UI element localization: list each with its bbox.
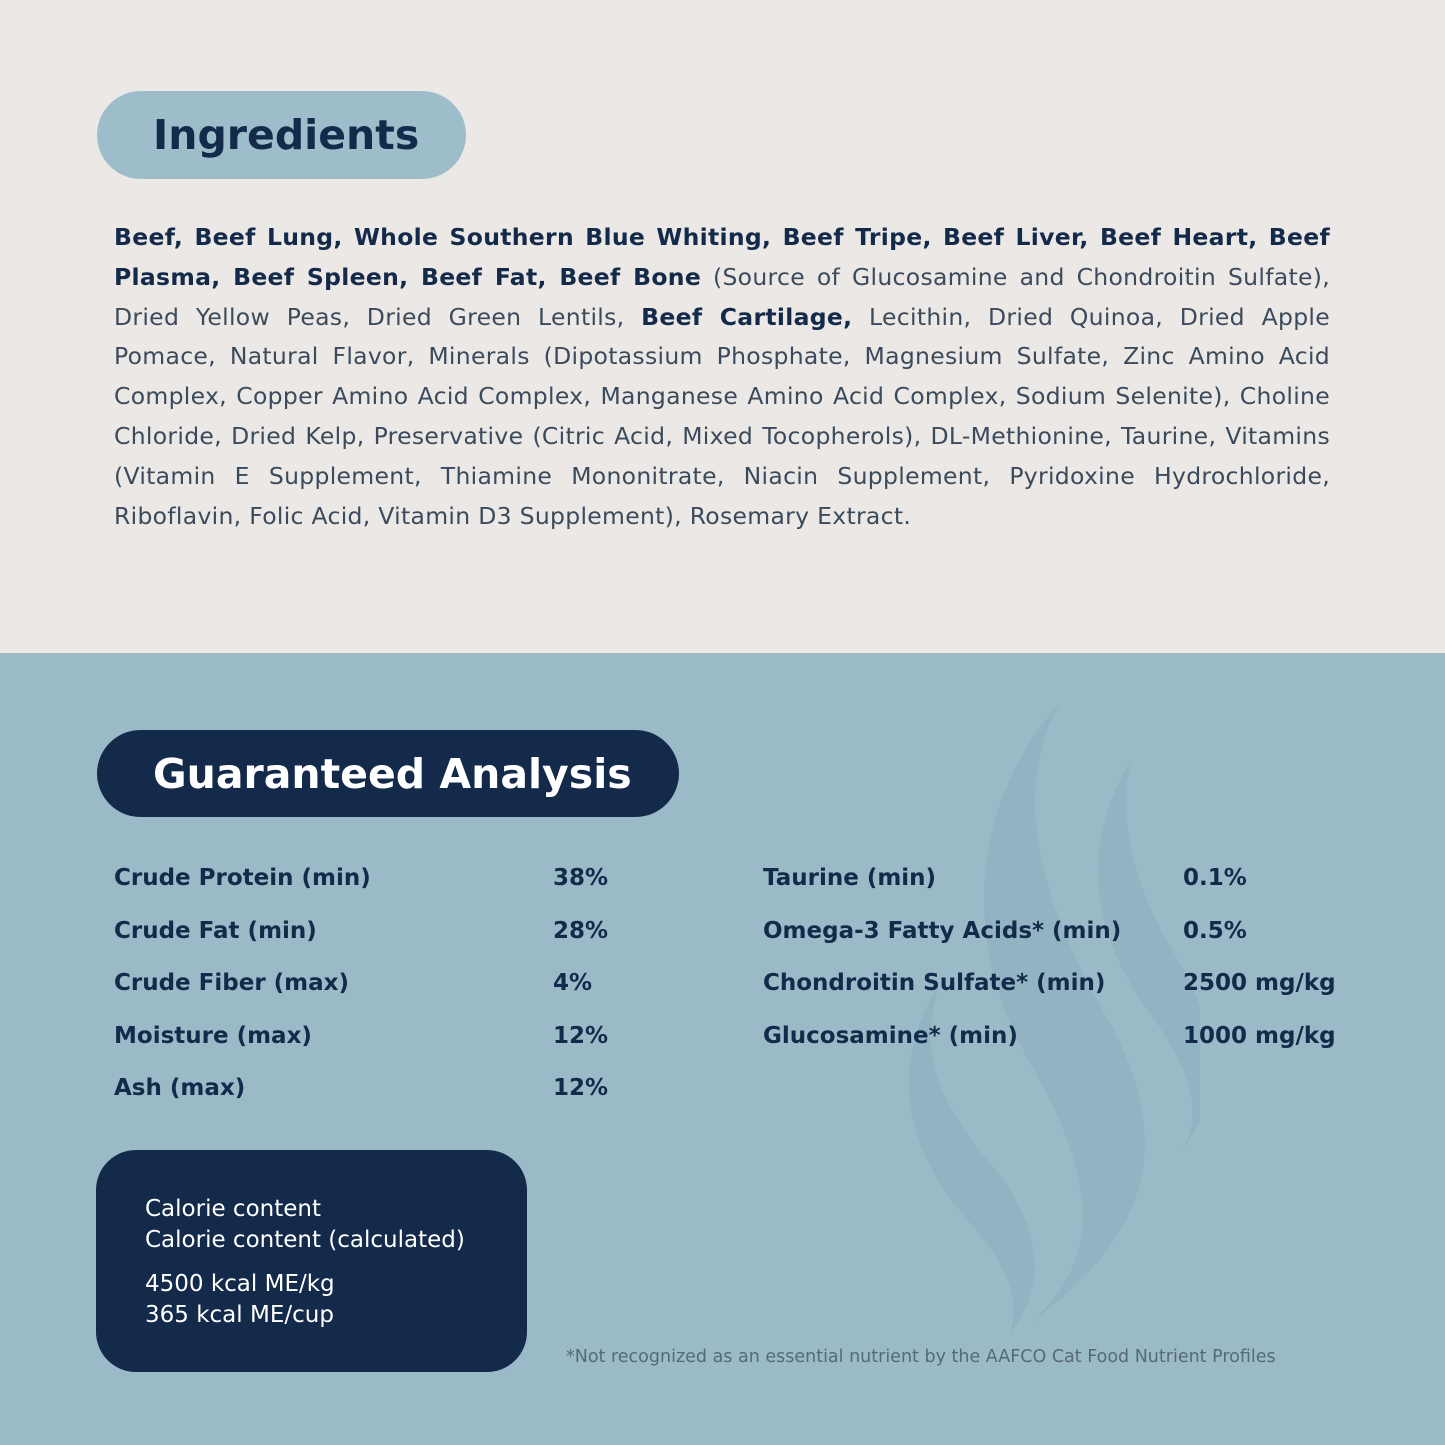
analysis-label: Crude Protein (min) bbox=[114, 865, 371, 891]
analysis-label: Ash (max) bbox=[114, 1075, 246, 1101]
analysis-value: 12% bbox=[553, 1023, 609, 1049]
flame-watermark-icon bbox=[908, 703, 1200, 1333]
ingredient-segment-bold: Beef, Beef Lung, Whole Southern Blue Whi… bbox=[114, 223, 1330, 291]
ingredients-section: Ingredients Beef, Beef Lung, Whole South… bbox=[0, 0, 1445, 653]
ingredient-segment: Lecithin, Dried Quinoa, Dried Apple Poma… bbox=[114, 302, 1330, 530]
calorie-value-cup: 365 kcal ME/cup bbox=[145, 1302, 334, 1328]
analysis-value: 0.5% bbox=[1183, 918, 1247, 944]
calorie-label: Calorie content bbox=[145, 1196, 321, 1222]
analysis-label: Moisture (max) bbox=[114, 1023, 312, 1049]
analysis-value: 1000 mg/kg bbox=[1183, 1023, 1336, 1049]
analysis-value: 28% bbox=[553, 918, 609, 944]
calorie-value-kg: 4500 kcal ME/kg bbox=[145, 1271, 335, 1297]
guaranteed-analysis-heading: Guaranteed Analysis bbox=[97, 730, 679, 817]
footnote: *Not recognized as an essential nutrient… bbox=[566, 1347, 1276, 1367]
analysis-label: Chondroitin Sulfate* (min) bbox=[763, 970, 1106, 996]
calorie-label-calculated: Calorie content (calculated) bbox=[145, 1227, 465, 1253]
analysis-label: Crude Fat (min) bbox=[114, 918, 317, 944]
analysis-section: Guaranteed Analysis Crude Protein (min) … bbox=[0, 653, 1445, 1445]
analysis-value: 4% bbox=[553, 970, 593, 996]
analysis-label: Crude Fiber (max) bbox=[114, 970, 350, 996]
analysis-label: Omega-3 Fatty Acids* (min) bbox=[763, 918, 1122, 944]
analysis-value: 12% bbox=[553, 1075, 609, 1101]
analysis-value: 0.1% bbox=[1183, 865, 1247, 891]
ingredient-segment: (Source of Glucosamine and Chondroitin S… bbox=[114, 262, 1330, 331]
ingredient-segment-bold: Beef Cartilage, bbox=[641, 302, 853, 331]
calorie-content-box: Calorie content Calorie content (calcula… bbox=[96, 1150, 527, 1372]
ingredients-heading: Ingredients bbox=[97, 91, 466, 179]
ingredients-list: Beef, Beef Lung, Whole Southern Blue Whi… bbox=[114, 218, 1330, 536]
analysis-label: Taurine (min) bbox=[763, 865, 937, 891]
analysis-value: 38% bbox=[553, 865, 609, 891]
analysis-value: 2500 mg/kg bbox=[1183, 970, 1336, 996]
analysis-label: Glucosamine* (min) bbox=[763, 1023, 1018, 1049]
